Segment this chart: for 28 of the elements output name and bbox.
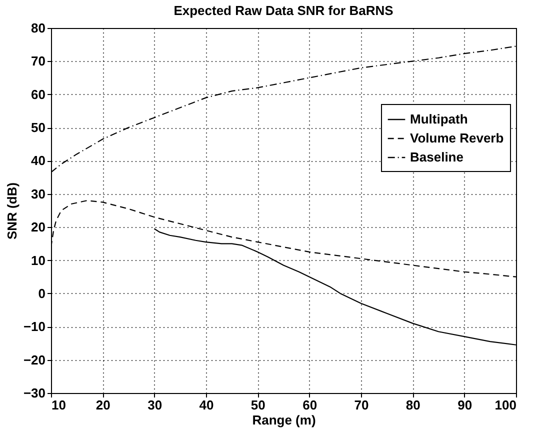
y-tick-label: −30 bbox=[23, 386, 46, 400]
x-tick-label: 20 bbox=[96, 398, 110, 412]
x-tick-label: 100 bbox=[494, 398, 516, 412]
y-tick-label: 20 bbox=[31, 220, 46, 235]
legend-label: Multipath bbox=[410, 112, 468, 126]
y-tick-label: 40 bbox=[31, 153, 46, 168]
y-tick-label: −20 bbox=[23, 352, 46, 368]
legend-label: Volume Reverb bbox=[410, 130, 504, 146]
y-tick-label: −10 bbox=[23, 319, 46, 334]
x-tick-label: 80 bbox=[406, 398, 420, 412]
x-tick-label: 70 bbox=[354, 398, 369, 412]
y-tick-label: 30 bbox=[31, 186, 46, 202]
y-tick-label: 70 bbox=[31, 54, 46, 69]
y-axis-title: SNR (dB) bbox=[4, 182, 20, 240]
y-tick-label: 50 bbox=[31, 120, 46, 136]
y-tick-label: 10 bbox=[31, 252, 46, 268]
x-tick-label: 40 bbox=[199, 398, 214, 412]
y-tick-label: 80 bbox=[31, 20, 46, 36]
chart-title: Expected Raw Data SNR for BaRNS bbox=[174, 3, 394, 18]
x-axis-title: Range (m) bbox=[252, 412, 316, 428]
x-tick-label: 90 bbox=[458, 398, 472, 412]
x-tick-label: 10 bbox=[52, 398, 66, 412]
y-tick-label: 0 bbox=[38, 286, 46, 301]
y-tick-label: 60 bbox=[31, 86, 46, 102]
legend-label: Baseline bbox=[410, 150, 464, 164]
x-tick-label: 30 bbox=[148, 398, 162, 412]
x-tick-label: 50 bbox=[250, 398, 266, 412]
x-tick-label: 60 bbox=[302, 398, 318, 412]
